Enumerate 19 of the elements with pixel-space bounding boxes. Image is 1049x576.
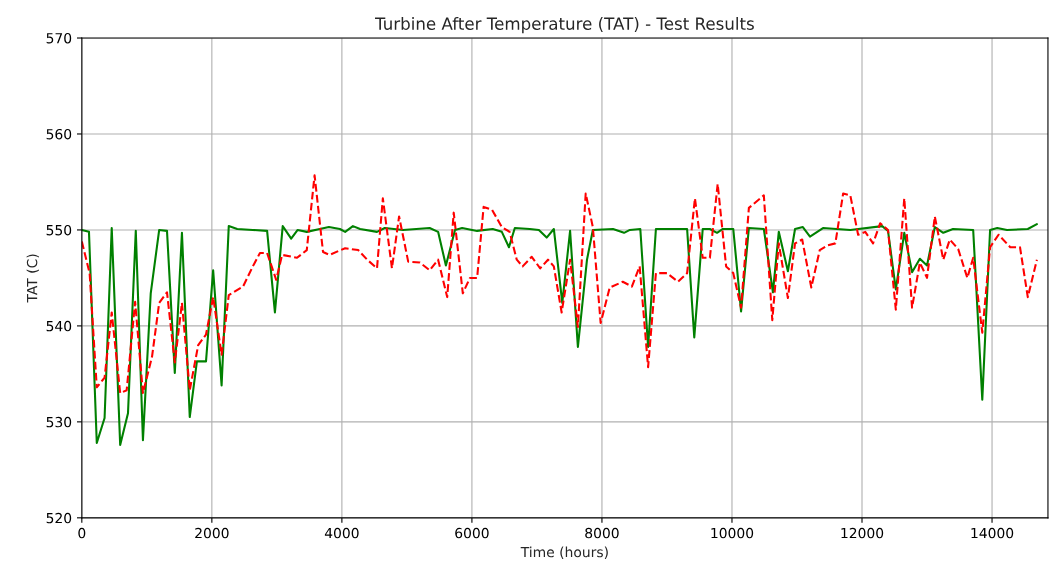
- x-tick-label: 14000: [971, 527, 1014, 539]
- x-tick-label: 10000: [711, 527, 754, 539]
- x-tick-label: 12000: [841, 527, 884, 539]
- line-series: [81, 174, 1038, 395]
- y-tick-label: 550: [46, 224, 72, 236]
- y-tick-label: 570: [46, 32, 72, 44]
- y-tick-label: 530: [46, 416, 72, 428]
- x-tick-label: 8000: [585, 527, 619, 539]
- y-tick-label: 520: [46, 512, 72, 524]
- x-tick-label: 2000: [195, 527, 229, 539]
- x-tick-label: 4000: [324, 527, 359, 539]
- chart-title: Turbine After Temperature (TAT) - Test Results: [375, 17, 754, 34]
- y-tick-label: 540: [46, 320, 72, 332]
- y-axis-title: TAT (C): [26, 254, 39, 303]
- x-tick-label: 6000: [455, 527, 489, 539]
- x-axis-title: Time (hours): [520, 546, 608, 559]
- line-series: [81, 223, 1038, 446]
- x-tick-label: 0: [78, 527, 86, 539]
- y-tick-label: 560: [46, 128, 72, 140]
